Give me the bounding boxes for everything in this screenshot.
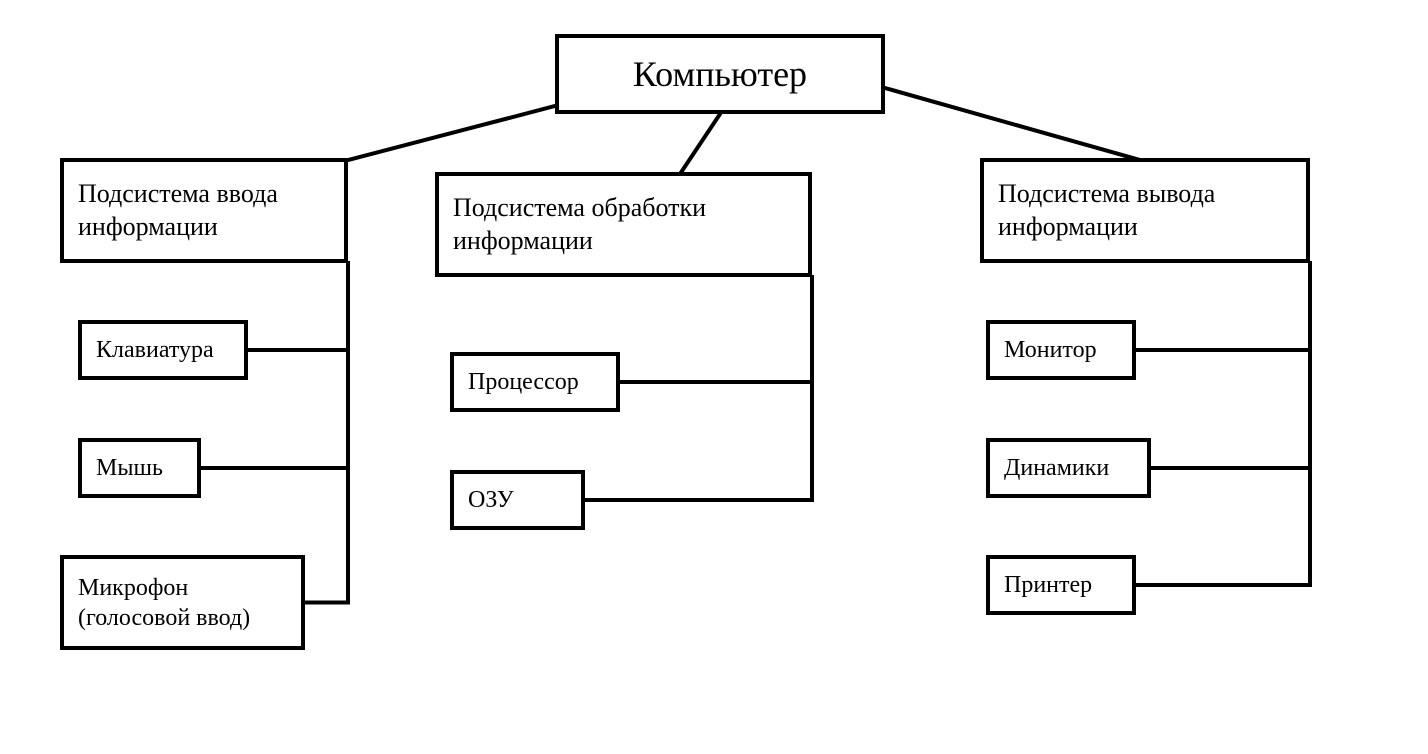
subsystem-output: Подсистема вывода информации (980, 158, 1310, 263)
subsystem-processing: Подсистема обработки информации (435, 172, 812, 277)
leaf-output-0: Монитор (986, 320, 1136, 380)
leaf-input-2-label: Микрофон (голосовой ввод) (78, 573, 250, 633)
leaf-input-1: Мышь (78, 438, 201, 498)
root-node: Компьютер (555, 34, 885, 114)
leaf-output-0-label: Монитор (1004, 335, 1097, 365)
leaf-output-1-label: Динамики (1004, 453, 1109, 483)
leaf-processing-1-label: ОЗУ (468, 485, 514, 515)
root-node-label: Компьютер (633, 53, 807, 95)
leaf-output-1: Динамики (986, 438, 1151, 498)
subsystem-output-label: Подсистема вывода информации (998, 178, 1215, 243)
leaf-input-0: Клавиатура (78, 320, 248, 380)
subsystem-input-label: Подсистема ввода информации (78, 178, 278, 243)
leaf-processing-1: ОЗУ (450, 470, 585, 530)
leaf-input-1-label: Мышь (96, 453, 163, 483)
leaf-processing-0: Процессор (450, 352, 620, 412)
computer-hierarchy-diagram: Компьютер Подсистема ввода информации Клав… (0, 0, 1428, 754)
leaf-input-0-label: Клавиатура (96, 335, 214, 365)
subsystem-processing-label: Подсистема обработки информации (453, 192, 706, 257)
leaf-processing-0-label: Процессор (468, 367, 579, 397)
leaf-output-2-label: Принтер (1004, 570, 1092, 600)
leaf-input-2: Микрофон (голосовой ввод) (60, 555, 305, 650)
subsystem-input: Подсистема ввода информации (60, 158, 348, 263)
leaf-output-2: Принтер (986, 555, 1136, 615)
